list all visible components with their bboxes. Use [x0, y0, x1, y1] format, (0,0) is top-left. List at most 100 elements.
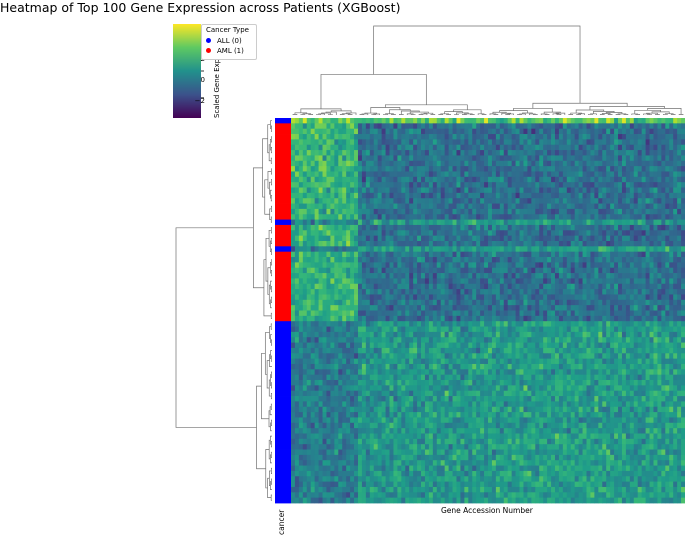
heatmap-cell [586, 262, 591, 269]
heatmap-cell [657, 299, 662, 306]
heatmap-cell [661, 123, 666, 130]
heatmap-cell [661, 128, 666, 135]
row-dendrogram-link [267, 124, 271, 154]
heatmap-cell [661, 155, 666, 162]
heatmap-cell [499, 363, 505, 370]
heatmap-cell [665, 331, 670, 338]
heatmap-cell [318, 230, 323, 237]
heatmap-cell [645, 219, 650, 226]
heatmap-cell [625, 219, 631, 226]
cancer-row-color [275, 273, 291, 279]
heatmap-cell [464, 342, 469, 349]
heatmap-cell [452, 267, 457, 274]
heatmap-cell [614, 139, 619, 146]
heatmap-cell [641, 321, 646, 327]
heatmap-cell [334, 134, 339, 140]
heatmap-cell [574, 278, 580, 285]
heatmap-cell [554, 353, 560, 360]
heatmap-cell [507, 118, 513, 124]
heatmap-cell [306, 240, 312, 247]
heatmap-cell [357, 342, 363, 349]
heatmap-cell [618, 363, 623, 370]
heatmap-cell [645, 176, 650, 183]
heatmap-cell [417, 128, 422, 135]
heatmap-cell [511, 342, 516, 349]
heatmap-cell [665, 305, 670, 311]
heatmap-cell [334, 155, 339, 162]
heatmap-cell [472, 219, 477, 226]
heatmap-cell [602, 139, 607, 146]
row-dendrogram-link [267, 477, 272, 499]
heatmap-cell [669, 251, 674, 258]
heatmap-cell [618, 289, 623, 295]
heatmap-cell [610, 224, 615, 231]
heatmap-cell [310, 326, 316, 333]
heatmap-cell [649, 262, 654, 269]
heatmap-cell [397, 144, 402, 151]
heatmap-cell [377, 283, 383, 290]
heatmap-cell [562, 219, 568, 226]
heatmap-cell [314, 118, 319, 124]
heatmap-cell [645, 203, 650, 210]
heatmap-cell [472, 224, 477, 231]
heatmap-cell [645, 331, 650, 338]
heatmap-cell [547, 251, 552, 258]
heatmap-cell [330, 192, 335, 199]
heatmap-cell [424, 257, 430, 263]
heatmap-cell [531, 235, 536, 242]
heatmap-cell [357, 326, 363, 333]
heatmap-cell [385, 353, 390, 360]
heatmap-cell [665, 134, 670, 140]
heatmap-cell [484, 289, 489, 295]
heatmap-cell [401, 155, 406, 162]
heatmap-cell [417, 123, 422, 130]
heatmap-cell [499, 305, 505, 311]
heatmap-cell [515, 187, 520, 194]
heatmap-cell [621, 192, 627, 199]
heatmap-cell [354, 219, 359, 226]
heatmap-cell [637, 353, 643, 360]
heatmap-cell [515, 118, 520, 124]
heatmap-cell [614, 235, 619, 242]
heatmap-cell [424, 310, 430, 317]
heatmap-cell [484, 294, 489, 301]
heatmap-cell [645, 257, 650, 263]
heatmap-cell [357, 299, 363, 306]
heatmap-cell [566, 128, 572, 135]
heatmap-cell [594, 230, 599, 237]
heatmap-cell [495, 251, 501, 258]
heatmap-cell [558, 246, 564, 253]
heatmap-cell [381, 128, 386, 135]
heatmap-cell [361, 369, 367, 376]
heatmap-cell [377, 160, 383, 167]
heatmap-cell [306, 294, 312, 301]
heatmap-cell [306, 160, 312, 167]
heatmap-cell [641, 283, 646, 290]
heatmap-cell [519, 315, 524, 322]
heatmap-cell [314, 214, 319, 220]
heatmap-cell [618, 257, 623, 263]
heatmap-cell [554, 262, 560, 269]
heatmap-cell [291, 353, 296, 360]
heatmap-cell [346, 155, 351, 162]
heatmap-cell [377, 299, 383, 306]
heatmap-cell [495, 326, 501, 333]
row-dendrogram-link [268, 229, 272, 247]
heatmap-cell [566, 278, 572, 285]
heatmap-cell [421, 262, 426, 269]
heatmap-cell [306, 155, 312, 162]
heatmap-cell [641, 240, 646, 247]
heatmap-cell [480, 123, 485, 130]
heatmap-cell [523, 214, 528, 220]
heatmap-cell [480, 208, 485, 215]
heatmap-cell [618, 347, 623, 354]
heatmap-cell [476, 267, 481, 274]
heatmap-cell [294, 150, 300, 156]
heatmap-cell [488, 235, 493, 242]
heatmap-cell [527, 251, 532, 258]
heatmap-cell [306, 331, 312, 338]
heatmap-cell [495, 267, 501, 274]
heatmap-cell [365, 139, 371, 146]
heatmap-cell [456, 310, 461, 317]
heatmap-cell [677, 123, 682, 130]
